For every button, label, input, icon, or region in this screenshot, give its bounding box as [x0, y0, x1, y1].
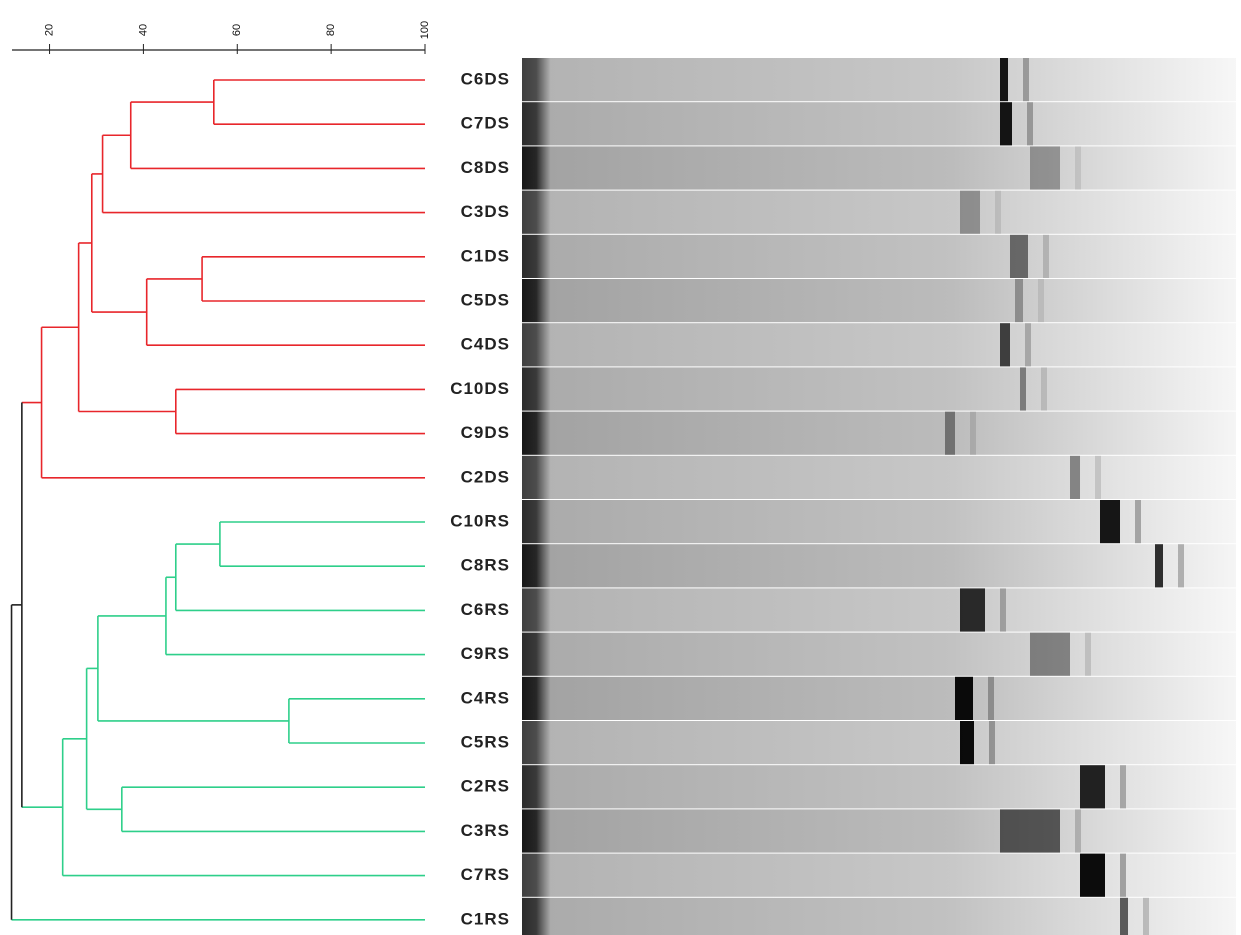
gel-lane: [522, 898, 1236, 935]
gel-band: [1120, 854, 1126, 897]
leaf-label: C9RS: [461, 644, 510, 663]
gel-band: [1015, 279, 1023, 322]
gel-band: [1080, 765, 1105, 808]
gel-band: [1070, 456, 1080, 499]
leaf-label: C6RS: [461, 600, 510, 619]
gel-band: [1120, 898, 1128, 935]
gel-band: [1075, 146, 1081, 189]
gel-band: [1030, 146, 1060, 189]
gel-lane: [522, 633, 1236, 676]
gel-lane: [522, 412, 1236, 455]
gel-band: [955, 677, 973, 720]
leaf-label: C1RS: [461, 909, 510, 928]
gel-lane: [522, 588, 1236, 631]
leaf-label: C3RS: [461, 821, 510, 840]
gel-band: [1080, 854, 1105, 897]
leaf-label: C5DS: [461, 290, 510, 309]
leaf-label: C2DS: [461, 467, 510, 486]
leaf-label: C10DS: [450, 379, 510, 398]
x-tick-label: 80: [325, 24, 337, 36]
gel-band: [1000, 588, 1006, 631]
gel-lane: [522, 456, 1236, 499]
gel-band: [1041, 367, 1047, 410]
leaf-label: C8DS: [461, 158, 510, 177]
gel-band: [989, 721, 995, 764]
gel-band: [1027, 102, 1033, 145]
dendrogram-figure: 20 40 60 80 100 C6DS C7DS C8DS C3DS C1DS C5DS C4DS C…: [0, 0, 1241, 935]
gel-lane: [522, 235, 1236, 278]
gel-band: [1120, 765, 1126, 808]
leaf-label: C2RS: [461, 777, 510, 796]
gel-band: [1000, 323, 1010, 366]
gel-band: [1023, 58, 1029, 101]
gel-image: [522, 58, 1236, 935]
leaf-label: C4DS: [461, 335, 510, 354]
gel-band: [970, 412, 976, 455]
leaf-label: C5RS: [461, 732, 510, 751]
gel-band: [1038, 279, 1044, 322]
gel-band: [1095, 456, 1101, 499]
gel-lane: [522, 544, 1236, 587]
gel-lane: [522, 854, 1236, 897]
gel-lane: [522, 765, 1236, 808]
gel-band: [1178, 544, 1184, 587]
gel-lane: [522, 323, 1236, 366]
gel-band: [945, 412, 955, 455]
leaf-label: C7DS: [461, 114, 510, 133]
gel-lane: [522, 721, 1236, 764]
gel-lane: [522, 809, 1236, 852]
gel-band: [1020, 367, 1026, 410]
gel-band: [988, 677, 994, 720]
leaf-label: C7RS: [461, 865, 510, 884]
gel-lane: [522, 279, 1236, 322]
gel-band: [1000, 809, 1060, 852]
gel-lane: [522, 677, 1236, 720]
gel-band: [1000, 58, 1008, 101]
leaf-label: C1DS: [461, 246, 510, 265]
gel-band: [960, 191, 980, 234]
gel-lane: [522, 58, 1236, 101]
gel-band: [1010, 235, 1028, 278]
x-tick-label: 100: [419, 21, 431, 39]
gel-band: [960, 721, 974, 764]
x-tick-label: 40: [137, 24, 149, 36]
gel-band: [960, 588, 985, 631]
leaf-label: C6DS: [461, 69, 510, 88]
gel-band: [1000, 102, 1012, 145]
gel-band: [1030, 633, 1070, 676]
leaf-label: C10RS: [450, 511, 510, 530]
gel-band: [1135, 500, 1141, 543]
gel-lane: [522, 146, 1236, 189]
leaf-label: C4RS: [461, 688, 510, 707]
x-tick-label: 60: [231, 24, 243, 36]
gel-band: [1085, 633, 1091, 676]
gel-band: [1075, 809, 1081, 852]
gel-lane: [522, 102, 1236, 145]
gel-lane: [522, 191, 1236, 234]
gel-lane: [522, 367, 1236, 410]
gel-band: [1100, 500, 1120, 543]
gel-band: [995, 191, 1001, 234]
x-tick-label: 20: [43, 24, 55, 36]
leaf-label: C9DS: [461, 423, 510, 442]
gel-band: [1025, 323, 1031, 366]
leaf-label: C3DS: [461, 202, 510, 221]
leaf-label: C8RS: [461, 556, 510, 575]
gel-band: [1155, 544, 1163, 587]
gel-band: [1143, 898, 1149, 935]
gel-lane: [522, 500, 1236, 543]
gel-band: [1043, 235, 1049, 278]
